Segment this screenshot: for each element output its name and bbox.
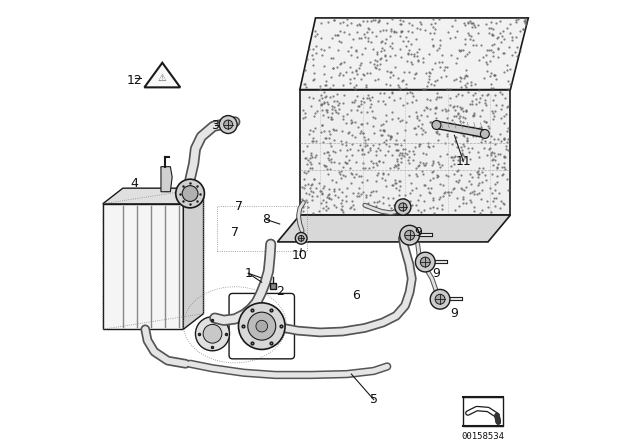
Text: 12: 12 — [126, 74, 142, 87]
Polygon shape — [300, 18, 529, 90]
Polygon shape — [145, 63, 180, 87]
Circle shape — [248, 312, 276, 340]
Circle shape — [224, 120, 233, 129]
Polygon shape — [278, 215, 511, 242]
Text: 3: 3 — [211, 119, 219, 132]
Text: 5: 5 — [370, 393, 378, 406]
Polygon shape — [300, 90, 511, 215]
Circle shape — [395, 199, 411, 215]
Text: 9: 9 — [433, 267, 440, 280]
Text: 8: 8 — [262, 213, 270, 226]
Circle shape — [219, 116, 237, 134]
Text: 1: 1 — [244, 267, 252, 280]
Polygon shape — [103, 204, 184, 329]
Polygon shape — [436, 121, 485, 138]
Circle shape — [176, 179, 204, 208]
Circle shape — [420, 257, 430, 267]
Text: ⚠: ⚠ — [158, 73, 166, 82]
Text: 9: 9 — [451, 307, 458, 320]
Circle shape — [296, 233, 307, 244]
Circle shape — [203, 324, 222, 343]
Text: 00158534: 00158534 — [461, 432, 504, 441]
Circle shape — [182, 185, 198, 202]
Text: 7: 7 — [231, 226, 239, 240]
Circle shape — [256, 320, 268, 332]
Polygon shape — [161, 167, 172, 192]
Text: 7: 7 — [236, 199, 243, 213]
Text: 2: 2 — [276, 284, 284, 298]
Polygon shape — [103, 188, 204, 204]
Circle shape — [481, 129, 490, 138]
Bar — [463, 397, 503, 426]
Text: 9: 9 — [415, 226, 422, 240]
Circle shape — [195, 317, 230, 351]
Circle shape — [239, 303, 285, 349]
Circle shape — [430, 289, 450, 309]
Circle shape — [298, 236, 304, 241]
Circle shape — [435, 294, 445, 304]
Text: 6: 6 — [352, 289, 360, 302]
Text: 11: 11 — [456, 155, 471, 168]
Text: 4: 4 — [130, 177, 138, 190]
Polygon shape — [184, 188, 204, 329]
Circle shape — [415, 252, 435, 272]
Circle shape — [400, 225, 419, 245]
Circle shape — [399, 203, 407, 211]
Circle shape — [432, 121, 441, 129]
Text: 10: 10 — [292, 249, 308, 262]
Circle shape — [404, 230, 415, 240]
